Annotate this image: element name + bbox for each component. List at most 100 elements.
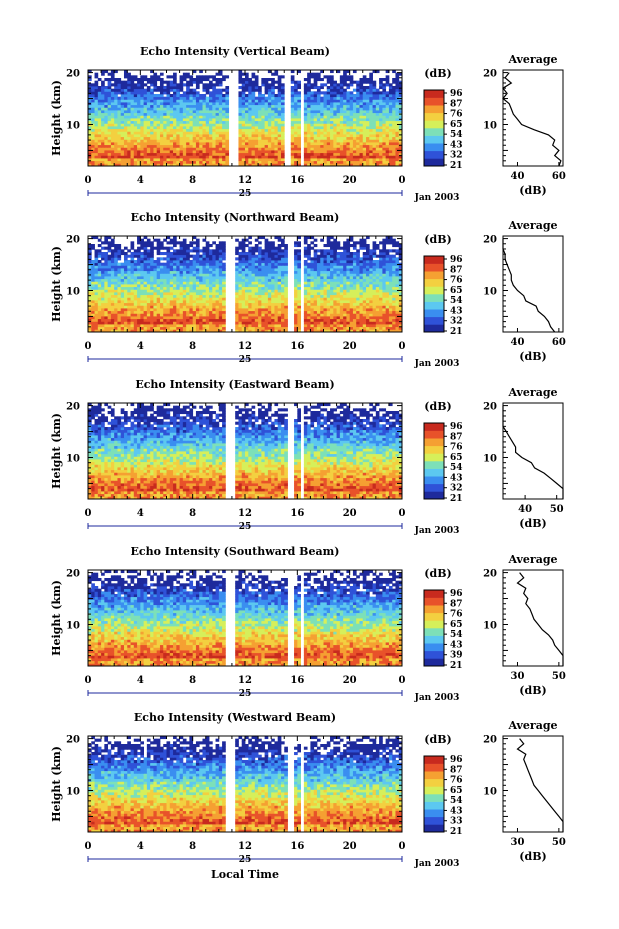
heatmap-cell — [359, 297, 364, 301]
heatmap-cell — [267, 91, 272, 95]
heatmap-cell — [222, 126, 226, 130]
heatmap-cell — [323, 329, 328, 333]
heatmap-cell — [258, 316, 262, 320]
heatmap-cell — [336, 126, 341, 130]
heatmap-cell — [398, 144, 403, 148]
heatmap-cell — [130, 110, 135, 114]
heatmap-cell — [212, 107, 216, 111]
heatmap-cell — [202, 147, 207, 151]
heatmap-cell — [254, 294, 259, 298]
heatmap-cell — [280, 163, 285, 167]
heatmap-cell — [333, 142, 337, 146]
heatmap-cell — [120, 102, 125, 106]
heatmap-cell — [320, 294, 324, 298]
heatmap-cell — [166, 316, 171, 320]
heatmap-cell — [189, 160, 194, 164]
heatmap-cell — [110, 147, 115, 151]
heatmap-cell — [130, 163, 135, 167]
heatmap-cell — [133, 324, 138, 328]
heatmap-cell — [398, 158, 403, 162]
heatmap-cell — [267, 70, 272, 74]
heatmap-cell — [176, 276, 180, 280]
heatmap-cell — [398, 128, 403, 132]
heatmap-cell — [369, 131, 373, 135]
heatmap-cell — [218, 326, 223, 330]
heatmap-cell — [159, 86, 164, 90]
heatmap-cell — [130, 115, 135, 119]
heatmap-cell — [395, 94, 400, 98]
heatmap-cell — [130, 83, 135, 87]
heatmap-cell — [189, 308, 194, 312]
heatmap-cell — [297, 324, 301, 328]
heatmap-cell — [241, 107, 246, 111]
heatmap-cell — [369, 147, 373, 151]
heatmap-cell — [356, 158, 360, 162]
heatmap-cell — [323, 308, 328, 312]
heatmap-cell — [202, 110, 207, 114]
heatmap-cell — [280, 313, 285, 317]
heatmap-cell — [212, 326, 216, 330]
heatmap-cell — [369, 72, 373, 76]
heatmap-cell — [395, 118, 400, 122]
heatmap-cell — [261, 134, 266, 138]
heatmap-cell — [359, 78, 364, 82]
heatmap-cell — [179, 102, 184, 106]
heatmap-cell — [150, 321, 154, 325]
heatmap-cell — [251, 123, 256, 127]
heatmap-cell — [205, 91, 210, 95]
heatmap-cell — [346, 289, 351, 293]
heatmap-cell — [166, 115, 171, 119]
heatmap-cell — [346, 104, 351, 108]
heatmap-cell — [186, 163, 190, 167]
heatmap-cell — [215, 83, 220, 87]
heatmap-cell — [195, 94, 200, 98]
heatmap-cell — [280, 305, 285, 309]
heatmap-cell — [392, 305, 396, 309]
heatmap-cell — [313, 123, 318, 127]
heatmap-cell — [110, 120, 115, 124]
heatmap-cell — [169, 88, 174, 92]
heatmap-cell — [120, 110, 125, 114]
heatmap-cell — [182, 131, 187, 135]
heatmap-cell — [280, 302, 285, 306]
heatmap-cell — [271, 86, 275, 90]
heatmap-cell — [104, 94, 109, 98]
heatmap-cell — [150, 94, 154, 98]
heatmap-cell — [143, 313, 148, 317]
heatmap-cell — [140, 139, 144, 143]
heatmap-cell — [195, 302, 200, 306]
heatmap-cell — [267, 318, 272, 322]
heatmap-cell — [195, 289, 200, 293]
heatmap-cell — [251, 128, 256, 132]
heatmap-cell — [195, 131, 200, 135]
heatmap-cell — [130, 318, 135, 322]
heatmap-cell — [225, 110, 230, 114]
heatmap-cell — [248, 152, 252, 156]
heatmap-cell — [294, 115, 298, 119]
heatmap-cell — [297, 96, 301, 100]
heatmap-cell — [97, 86, 102, 90]
heatmap-cell — [238, 94, 243, 98]
heatmap-cell — [395, 313, 400, 317]
heatmap-cell — [114, 83, 118, 87]
heatmap-cell — [382, 284, 387, 288]
heatmap-cell — [379, 329, 383, 333]
heatmap-cell — [222, 134, 226, 138]
heatmap-cell — [173, 104, 177, 108]
heatmap-cell — [241, 318, 246, 322]
heatmap-cell — [117, 281, 122, 285]
heatmap-cell — [212, 110, 216, 114]
heatmap-cell — [169, 310, 174, 314]
heatmap-cell — [140, 305, 144, 309]
heatmap-cell — [366, 102, 370, 106]
heatmap-cell — [107, 324, 112, 328]
heatmap-cell — [323, 83, 328, 87]
heatmap-cell — [320, 102, 324, 106]
heatmap-cell — [195, 120, 200, 124]
heatmap-cell — [313, 305, 318, 309]
heatmap-cell — [192, 300, 197, 304]
heatmap-cell — [385, 126, 390, 130]
heatmap-cell — [385, 150, 390, 154]
heatmap-cell — [333, 158, 337, 162]
heatmap-cell — [159, 131, 164, 135]
